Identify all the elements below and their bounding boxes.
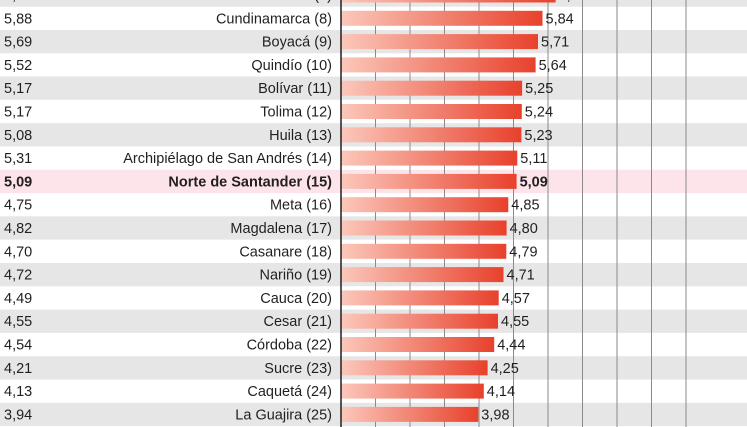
bar — [341, 220, 507, 236]
value-label: 4,55 — [501, 314, 529, 330]
category-label: Casanare (18) — [239, 244, 332, 260]
value-label: 4,80 — [510, 221, 538, 237]
bar — [341, 313, 498, 329]
category-label: Quindío (10) — [251, 58, 332, 74]
value-label: 4,79 — [509, 244, 537, 260]
previous-value-label: 4,13 — [4, 384, 32, 400]
previous-value-label: 5,09 — [4, 174, 32, 190]
previous-value-label: 4,70 — [4, 244, 32, 260]
value-label: 4,25 — [491, 361, 519, 377]
bar — [341, 57, 536, 73]
previous-value-label: 5,17 — [4, 105, 32, 121]
bar — [341, 197, 509, 213]
previous-value-label: 5,17 — [4, 81, 32, 97]
category-label: Cauca (20) — [260, 291, 332, 307]
category-label: Huila (13) — [269, 128, 332, 144]
value-label: 4,14 — [487, 384, 515, 400]
category-label: Boyacá (9) — [262, 35, 332, 51]
bar — [341, 127, 522, 143]
category-label: Cesar (21) — [264, 314, 333, 330]
value-label: 5,64 — [539, 58, 567, 74]
category-label: Tolima (12) — [260, 105, 332, 121]
category-label: La Guajira (25) — [235, 407, 332, 423]
previous-value-label: 4,49 — [4, 291, 32, 307]
value-label: 5,84 — [546, 11, 574, 27]
bar — [341, 267, 504, 283]
previous-value-label: 5,43 — [4, 0, 32, 4]
previous-value-label: 5,08 — [4, 128, 32, 144]
previous-value-label: 4,75 — [4, 198, 32, 214]
value-label: 6,22 — [559, 0, 587, 4]
category-label: Sucre (23) — [264, 361, 332, 377]
bar — [341, 383, 484, 399]
category-label: Córdoba (22) — [247, 338, 332, 354]
value-label: 5,09 — [520, 174, 548, 190]
bar — [341, 150, 518, 166]
row-background — [0, 0, 747, 7]
previous-value-label: 4,54 — [4, 338, 32, 354]
previous-value-label: 5,52 — [4, 58, 32, 74]
value-label: 4,71 — [507, 268, 535, 284]
bar — [341, 0, 556, 3]
bars — [341, 0, 556, 422]
value-label: 3,98 — [481, 407, 509, 423]
bar — [341, 34, 538, 50]
value-label: 4,44 — [497, 338, 525, 354]
previous-value-label: 4,72 — [4, 268, 32, 284]
category-label: Caquetá (24) — [247, 384, 332, 400]
bar — [341, 10, 543, 26]
category-label: Magdalena (17) — [230, 221, 332, 237]
previous-value-label: 4,21 — [4, 361, 32, 377]
value-label: 4,57 — [502, 291, 530, 307]
value-label: 5,23 — [524, 128, 552, 144]
bar — [341, 80, 523, 96]
bar — [341, 243, 507, 259]
bar — [341, 337, 495, 352]
previous-value-label: 3,94 — [4, 407, 32, 423]
bar — [341, 290, 499, 306]
bar — [341, 406, 479, 422]
category-label: Nariño (19) — [259, 268, 332, 284]
category-label: Bolívar (11) — [258, 81, 332, 97]
bar — [341, 104, 522, 119]
previous-value-label: 4,82 — [4, 221, 32, 237]
value-label: 5,24 — [525, 105, 553, 121]
previous-value-label: 5,31 — [4, 151, 32, 167]
bar — [341, 360, 488, 376]
category-label: Norte de Santander (15) — [168, 174, 332, 190]
previous-value-label: 4,55 — [4, 314, 32, 330]
value-label: 5,25 — [525, 81, 553, 97]
bar — [341, 173, 517, 189]
category-label: Archipiélago de San Andrés (14) — [123, 151, 332, 167]
previous-value-label: 5,69 — [4, 35, 32, 51]
category-label: Cundinamarca (8) — [216, 11, 332, 27]
labels: 5,43 Caldas (7) 6,22 5,88 Cundinamarca (8) 5,… — [4, 0, 587, 423]
value-label: 4,85 — [511, 198, 539, 214]
value-label: 5,11 — [520, 151, 547, 167]
category-label: Meta (16) — [270, 198, 332, 214]
value-label: 5,71 — [541, 35, 569, 51]
previous-value-label: 5,88 — [4, 11, 32, 27]
category-label: Caldas (7) — [265, 0, 332, 4]
